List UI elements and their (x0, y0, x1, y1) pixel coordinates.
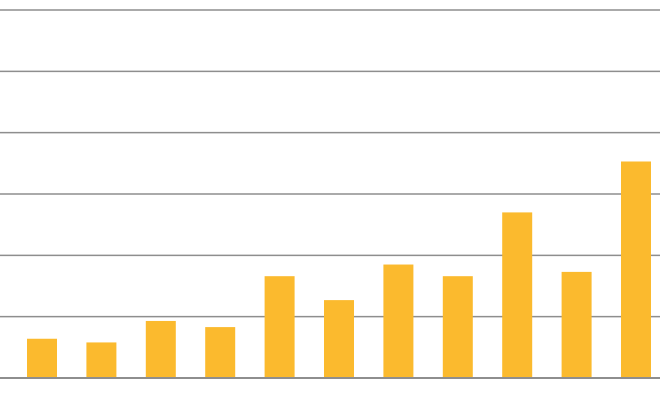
bar (621, 161, 651, 378)
bar (27, 338, 57, 378)
bar (145, 320, 176, 378)
bars (27, 161, 651, 378)
bar (383, 264, 414, 378)
bar (442, 276, 473, 378)
bar (502, 212, 533, 378)
bar (264, 276, 295, 378)
bar (205, 327, 236, 378)
bar (86, 342, 117, 378)
bar (561, 271, 592, 378)
bar (324, 300, 354, 378)
gridlines (0, 9, 660, 318)
